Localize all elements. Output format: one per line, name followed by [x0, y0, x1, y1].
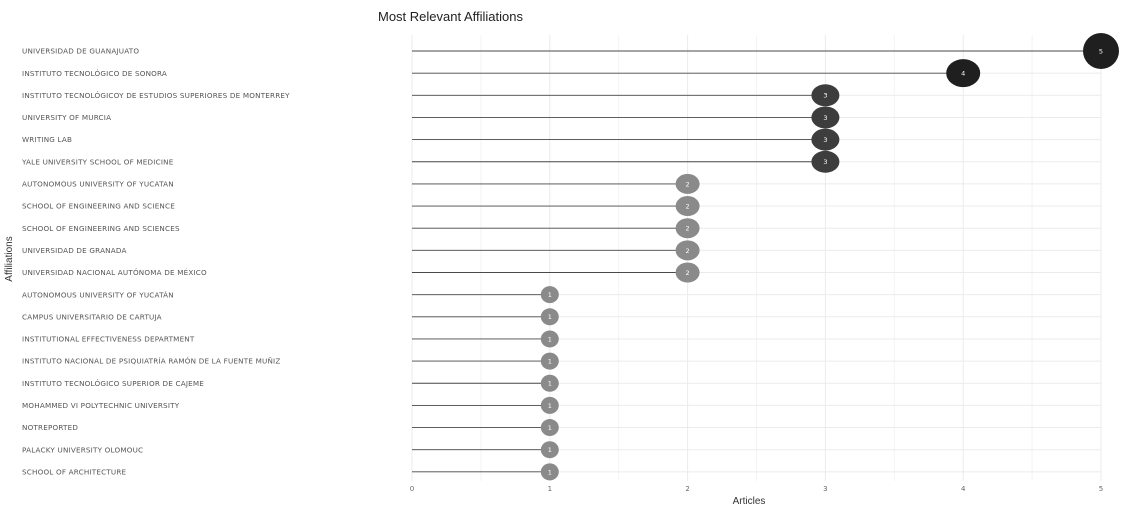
stems [412, 50, 1101, 473]
dot-value-label: 2 [686, 269, 690, 277]
category-label: INSTITUTIONAL EFFECTIVENESS DEPARTMENT [22, 335, 195, 344]
category-label: INSTITUTO TECNOLÓGICO DE SONORA [22, 69, 167, 78]
category-label: SCHOOL OF ENGINEERING AND SCIENCE [22, 202, 175, 211]
category-label: UNIVERSIDAD DE GRANADA [22, 246, 127, 255]
dot-value-label: 1 [548, 358, 552, 366]
category-label: UNIVERSITY OF MURCIA [22, 113, 111, 122]
lollipop-dot [540, 374, 559, 392]
category-label: SCHOOL OF ENGINEERING AND SCIENCES [22, 224, 180, 233]
lollipop-dot [1083, 33, 1119, 69]
lollipop-dot [675, 196, 700, 217]
dot-value-label: 1 [548, 424, 552, 432]
category-label: MOHAMMED VI POLYTECHNIC UNIVERSITY [22, 401, 180, 410]
lollipop-dot [540, 286, 559, 304]
dot-value-label: 1 [548, 402, 552, 410]
lollipop-dot [811, 150, 840, 173]
lollipop-dot [540, 308, 559, 326]
dot-value-label: 4 [961, 70, 965, 78]
lollipop-dot [675, 173, 700, 194]
category-label: UNIVERSIDAD NACIONAL AUTÓNOMA DE MÉXICO [22, 268, 207, 277]
dot-value-label: 1 [548, 335, 552, 343]
category-label: UNIVERSIDAD DE GUANAJUATO [22, 47, 139, 56]
dot-value-label: 1 [548, 380, 552, 388]
category-label: CAMPUS UNIVERSITARIO DE CARTUJA [22, 312, 162, 321]
dot-value-label: 1 [548, 468, 552, 476]
dot-value-label: 3 [823, 114, 827, 122]
lollipop-dot [946, 59, 981, 88]
category-label: AUTONOMOUS UNIVERSITY OF YUCATÁN [22, 290, 174, 299]
category-label: INSTITUTO TECNOLÓGICO SUPERIOR DE CAJEME [22, 379, 204, 388]
dot-value-label: 2 [686, 225, 690, 233]
x-tick-label: 2 [685, 485, 689, 493]
lollipop-dot [811, 128, 840, 151]
dot-value-label: 3 [823, 158, 827, 166]
lollipop-dot [540, 441, 559, 459]
category-labels: UNIVERSIDAD DE GUANAJUATO INSTITUTO TECNO… [21, 47, 290, 477]
chart-title: Most Relevant Affiliations [378, 9, 523, 24]
lollipop-dot [675, 262, 700, 283]
x-tick-label: 3 [823, 485, 827, 493]
lollipop-dot [540, 330, 559, 348]
category-label: INSTITUTO NACIONAL DE PSIQUIATRÍA RAMÓN … [22, 357, 280, 366]
y-axis-title: Affiliations [4, 236, 15, 281]
category-label: YALE UNIVERSITY SCHOOL OF MEDICINE [21, 157, 174, 166]
lollipop-dot [811, 106, 840, 129]
category-label: INSTITUTO TECNOLÓGICOY DE ESTUDIOS SUPER… [22, 91, 290, 100]
x-tick-label: 1 [548, 485, 552, 493]
dot-value-label: 2 [686, 180, 690, 188]
lollipop-dot [540, 352, 559, 370]
x-tick-label: 4 [961, 485, 966, 493]
category-label: NOTREPORTED [22, 423, 78, 432]
category-label: PALACKY UNIVERSITY OLOMOUC [22, 445, 143, 454]
lollipop-dot [675, 240, 700, 261]
dot-value-label: 5 [1099, 47, 1103, 55]
category-label: SCHOOL OF ARCHITECTURE [22, 467, 127, 476]
dot-value-label: 1 [548, 313, 552, 321]
x-axis-ticks: 0 1 2 3 4 5 [410, 485, 1103, 493]
dots: 5 4 3 3 3 3 2 2 2 2 2 1 1 1 1 1 1 1 1 1 [540, 33, 1119, 481]
dot-value-label: 1 [548, 446, 552, 454]
lollipop-dot [811, 84, 840, 107]
x-tick-label: 5 [1099, 485, 1103, 493]
grid [411, 35, 1102, 481]
dot-value-label: 3 [823, 136, 827, 144]
category-label: WRITING LAB [22, 135, 72, 144]
lollipop-dot [540, 396, 559, 414]
dot-value-label: 2 [686, 247, 690, 255]
lollipop-dot [675, 218, 700, 239]
x-tick-label: 0 [410, 485, 414, 493]
dot-value-label: 2 [686, 202, 690, 210]
lollipop-dot [540, 463, 559, 481]
x-axis-title: Articles [733, 496, 766, 507]
dot-value-label: 1 [548, 291, 552, 299]
lollipop-dot [540, 419, 559, 437]
category-label: AUTONOMOUS UNIVERSITY OF YUCATAN [22, 180, 174, 189]
dot-value-label: 3 [823, 92, 827, 100]
